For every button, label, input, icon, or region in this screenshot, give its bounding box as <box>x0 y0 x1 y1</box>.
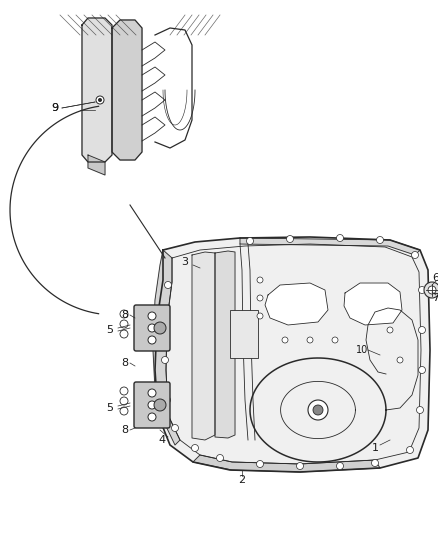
Circle shape <box>336 235 343 241</box>
Text: 6: 6 <box>432 273 438 283</box>
Circle shape <box>163 397 170 403</box>
Circle shape <box>257 277 263 283</box>
Circle shape <box>332 337 338 343</box>
Circle shape <box>120 407 128 415</box>
Circle shape <box>387 327 393 333</box>
Circle shape <box>120 310 128 318</box>
Text: 9: 9 <box>51 103 59 113</box>
Circle shape <box>307 337 313 343</box>
Polygon shape <box>215 251 235 438</box>
Circle shape <box>96 96 104 104</box>
Text: 10: 10 <box>356 345 368 355</box>
Circle shape <box>406 447 413 454</box>
Text: 4: 4 <box>159 435 166 445</box>
Circle shape <box>286 236 293 243</box>
Circle shape <box>98 98 102 102</box>
Circle shape <box>154 322 166 334</box>
Text: 5: 5 <box>106 325 113 335</box>
Circle shape <box>120 330 128 338</box>
Text: 8: 8 <box>121 358 129 368</box>
Polygon shape <box>193 455 380 472</box>
Circle shape <box>336 463 343 470</box>
Circle shape <box>148 336 156 344</box>
Circle shape <box>148 389 156 397</box>
Polygon shape <box>88 155 105 175</box>
Circle shape <box>411 252 418 259</box>
Circle shape <box>148 401 156 409</box>
Circle shape <box>162 357 169 364</box>
Polygon shape <box>155 237 430 472</box>
Polygon shape <box>265 283 328 325</box>
Text: 8: 8 <box>121 310 129 320</box>
Circle shape <box>120 387 128 395</box>
Bar <box>230 310 258 358</box>
Circle shape <box>257 295 263 301</box>
Polygon shape <box>240 238 420 255</box>
Polygon shape <box>192 252 215 440</box>
Text: 2: 2 <box>238 475 246 485</box>
Circle shape <box>308 400 328 420</box>
Circle shape <box>257 461 264 467</box>
Circle shape <box>191 445 198 451</box>
Circle shape <box>417 407 424 414</box>
Circle shape <box>148 324 156 332</box>
Circle shape <box>418 327 425 334</box>
Circle shape <box>282 337 288 343</box>
Circle shape <box>154 399 166 411</box>
Circle shape <box>428 286 436 294</box>
Circle shape <box>120 320 128 328</box>
Circle shape <box>165 281 172 288</box>
Circle shape <box>120 397 128 405</box>
Text: 5: 5 <box>106 403 113 413</box>
Circle shape <box>172 424 179 432</box>
Circle shape <box>162 317 169 324</box>
Circle shape <box>297 463 304 470</box>
Polygon shape <box>82 18 112 162</box>
Text: 3: 3 <box>181 257 188 267</box>
Circle shape <box>257 313 263 319</box>
FancyBboxPatch shape <box>134 305 170 351</box>
Circle shape <box>397 357 403 363</box>
Polygon shape <box>344 283 402 325</box>
Circle shape <box>418 367 425 374</box>
FancyBboxPatch shape <box>134 382 170 428</box>
Polygon shape <box>153 250 180 445</box>
Circle shape <box>313 405 323 415</box>
Circle shape <box>424 282 438 298</box>
Circle shape <box>216 455 223 462</box>
Circle shape <box>247 238 254 245</box>
Circle shape <box>148 312 156 320</box>
Polygon shape <box>112 20 142 160</box>
Text: 1: 1 <box>371 443 378 453</box>
Circle shape <box>148 413 156 421</box>
Text: 8: 8 <box>121 425 129 435</box>
Text: 7: 7 <box>432 293 438 303</box>
Text: 9: 9 <box>51 103 59 113</box>
Circle shape <box>418 287 425 294</box>
Circle shape <box>377 237 384 244</box>
Circle shape <box>371 459 378 466</box>
